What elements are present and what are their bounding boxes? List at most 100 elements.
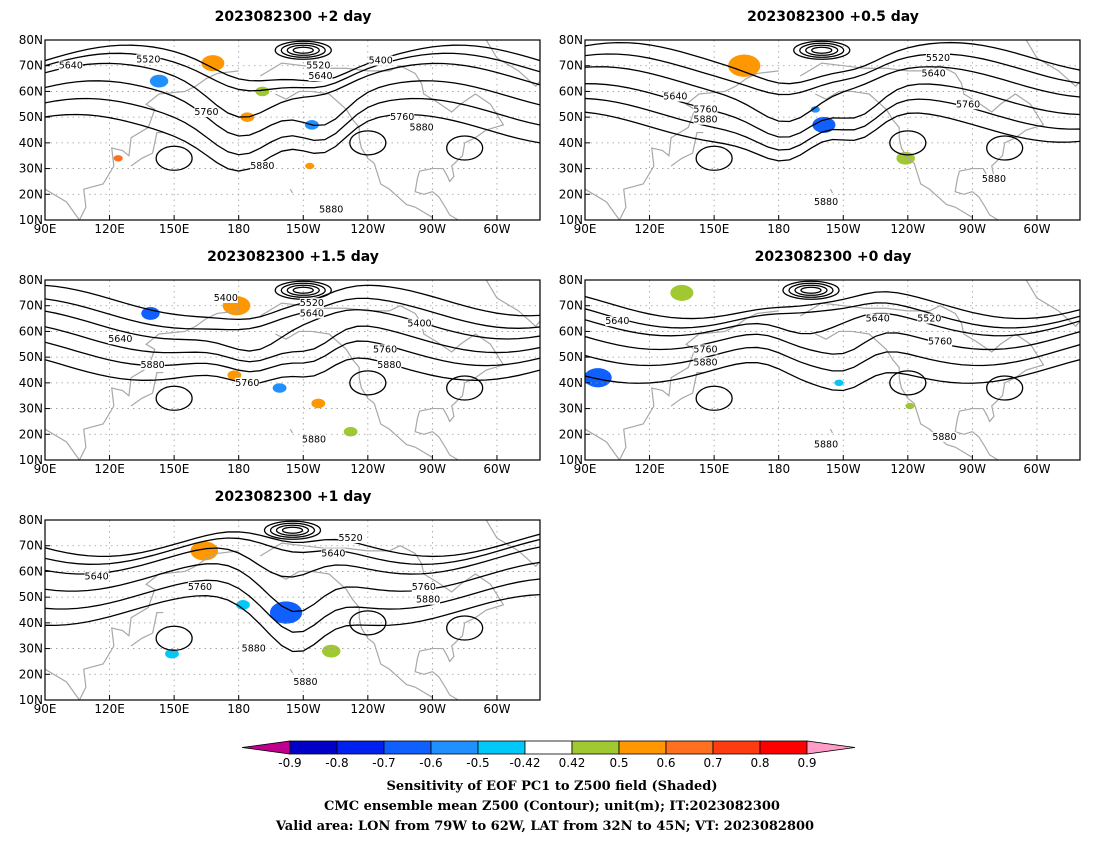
colorbar-segment <box>524 740 573 755</box>
contour-label: 5640 <box>663 92 687 103</box>
map-area <box>45 40 540 220</box>
lat-tick-label: 30N <box>19 402 43 416</box>
contour-label: 5760 <box>693 344 717 355</box>
panel-title: 2023082300 +0 day <box>755 249 912 265</box>
z500-contour <box>45 340 540 373</box>
z500-closed-contour <box>794 284 828 296</box>
map-area <box>45 280 540 460</box>
colorbar-segment <box>289 740 338 755</box>
coastline <box>485 280 540 328</box>
z500-closed-contour <box>799 42 845 58</box>
panel-title: 2023082300 +0.5 day <box>747 9 919 25</box>
lon-tick-label: 120E <box>634 222 665 236</box>
z500-closed-contour <box>286 284 320 296</box>
z500-contour <box>45 537 540 566</box>
lat-tick-label: 20N <box>19 187 43 201</box>
lat-tick-label: 50N <box>19 110 43 124</box>
lat-tick-label: 60N <box>559 324 583 338</box>
sensitivity-shade <box>113 155 123 162</box>
z500-closed-contour <box>155 385 193 411</box>
lon-tick-label: 90E <box>34 222 57 236</box>
contour-label: 5880 <box>319 205 343 216</box>
contour-label: 5400 <box>407 319 431 330</box>
lat-tick-label: 70N <box>559 299 583 313</box>
z500-closed-contour <box>349 130 387 156</box>
lon-tick-label: 120E <box>94 222 125 236</box>
lon-tick-label: 60W <box>483 462 510 476</box>
colorbar-label: 0.5 <box>609 756 628 770</box>
z500-contour <box>585 344 1080 372</box>
z500-closed-contour <box>155 625 193 651</box>
sensitivity-shade <box>728 54 761 77</box>
contour-label: 5880 <box>250 161 274 172</box>
lat-tick-label: 80N <box>19 273 43 287</box>
lat-tick-label: 80N <box>559 273 583 287</box>
z500-contour <box>585 53 1080 96</box>
contour-label: 5640 <box>59 61 83 72</box>
lon-tick-label: 90W <box>959 462 986 476</box>
sensitivity-shade <box>165 648 179 659</box>
colorbar-label: -0.9 <box>278 756 301 770</box>
z500-closed-contour <box>280 282 326 298</box>
contour-label: 5640 <box>321 548 345 559</box>
sensitivity-shade <box>810 106 820 113</box>
z500-contour <box>45 561 540 613</box>
lat-tick-label: 40N <box>19 616 43 630</box>
lon-tick-label: 180 <box>227 702 250 716</box>
coastline <box>289 668 294 674</box>
sensitivity-shade <box>311 398 326 409</box>
z500-contour <box>45 308 540 352</box>
z500-closed-contour <box>286 44 320 56</box>
contour-label: 5760 <box>235 378 259 389</box>
map-frame <box>44 519 541 701</box>
colorbar-segment <box>477 740 526 755</box>
lat-tick-label: 60N <box>19 324 43 338</box>
z500-contour <box>585 111 1080 162</box>
sensitivity-shade <box>149 74 169 88</box>
coastline <box>275 330 433 458</box>
coastline <box>829 428 834 434</box>
colorbar-label: 0.6 <box>656 756 675 770</box>
z500-closed-contour <box>269 522 316 538</box>
map-panel-p4: 5640 5640 5520 5760 5880 5760 5880 5880 90E 120E 1… <box>559 249 1081 476</box>
sensitivity-shade <box>812 116 836 133</box>
z500-closed-contour <box>155 145 193 171</box>
lon-tick-label: 90E <box>574 222 597 236</box>
z500-closed-contour <box>695 145 733 171</box>
colorbar-segment <box>618 740 667 755</box>
colorbar-label: 0.9 <box>797 756 816 770</box>
contour-label: 5760 <box>412 582 436 593</box>
lat-tick-label: 40N <box>19 376 43 390</box>
sensitivity-shade <box>227 370 242 380</box>
z500-closed-contour <box>280 42 326 58</box>
lat-tick-label: 40N <box>559 136 583 150</box>
lon-tick-label: 120W <box>890 462 925 476</box>
contour-label: 5880 <box>814 197 838 208</box>
colorbar-segment <box>571 740 620 755</box>
contour-label: 5760 <box>928 337 952 348</box>
contour-label: 5760 <box>373 344 397 355</box>
z500-contour <box>45 44 540 82</box>
z500-closed-contour <box>889 370 927 396</box>
lon-tick-label: 150W <box>826 462 861 476</box>
z500-closed-contour <box>446 375 484 401</box>
z500-closed-contour <box>292 286 314 294</box>
coastline <box>1025 280 1080 328</box>
lon-tick-label: 120W <box>350 222 385 236</box>
z500-contour <box>45 62 540 118</box>
sensitivity-shade <box>343 426 358 437</box>
coastline <box>289 428 294 434</box>
lon-tick-label: 90W <box>419 702 446 716</box>
z500-contour <box>45 97 540 156</box>
map-frame <box>584 39 1081 221</box>
sensitivity-shade <box>255 86 270 97</box>
z500-closed-contour <box>889 130 927 156</box>
lat-tick-label: 50N <box>19 350 43 364</box>
coastline <box>289 188 294 194</box>
sensitivity-shade <box>305 162 315 170</box>
lon-tick-label: 120E <box>94 702 125 716</box>
coastline <box>45 310 239 460</box>
colorbar-label: -0.8 <box>325 756 348 770</box>
lon-tick-label: 150W <box>286 222 321 236</box>
